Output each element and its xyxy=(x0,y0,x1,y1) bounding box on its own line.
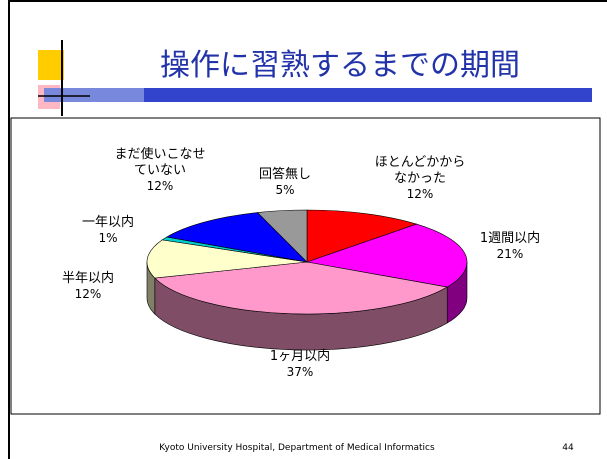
pie-slice xyxy=(165,212,308,263)
slice-label: ほとんどかからなかった xyxy=(375,155,466,186)
slice-label: まだ使いこなせていない xyxy=(114,146,205,178)
slice-value-label: 37% xyxy=(287,365,314,379)
title-bar xyxy=(44,88,592,102)
slide-title: 操作に習熟するまでの期間 xyxy=(160,48,520,83)
slice-label: 1週間以内 xyxy=(480,230,540,246)
slice-value-label: 21% xyxy=(497,247,524,261)
pie-slice xyxy=(146,239,308,279)
slice-value-label: 12% xyxy=(147,179,174,193)
slice-label: 回答無し xyxy=(259,166,311,182)
slice-label: 一年以内 xyxy=(82,214,134,230)
slice-label: 半年以内 xyxy=(62,270,114,286)
pie-slice xyxy=(305,223,468,288)
slice-value-label: 12% xyxy=(407,187,434,201)
pie xyxy=(146,209,468,351)
slice-value-label: 12% xyxy=(75,287,102,301)
pie-slice xyxy=(306,209,418,263)
slice-value-label: 1% xyxy=(98,231,117,245)
pie-slice xyxy=(256,209,308,263)
page-number: 44 xyxy=(562,443,574,453)
deco-yellow xyxy=(38,50,64,80)
slice-value-label: 5% xyxy=(275,183,294,197)
footer: Kyoto University Hospital, Department of… xyxy=(159,443,435,453)
title-bar-fade xyxy=(44,88,144,102)
slice-label: 1ヶ月以内 xyxy=(270,348,330,364)
pie-slice xyxy=(154,261,449,315)
